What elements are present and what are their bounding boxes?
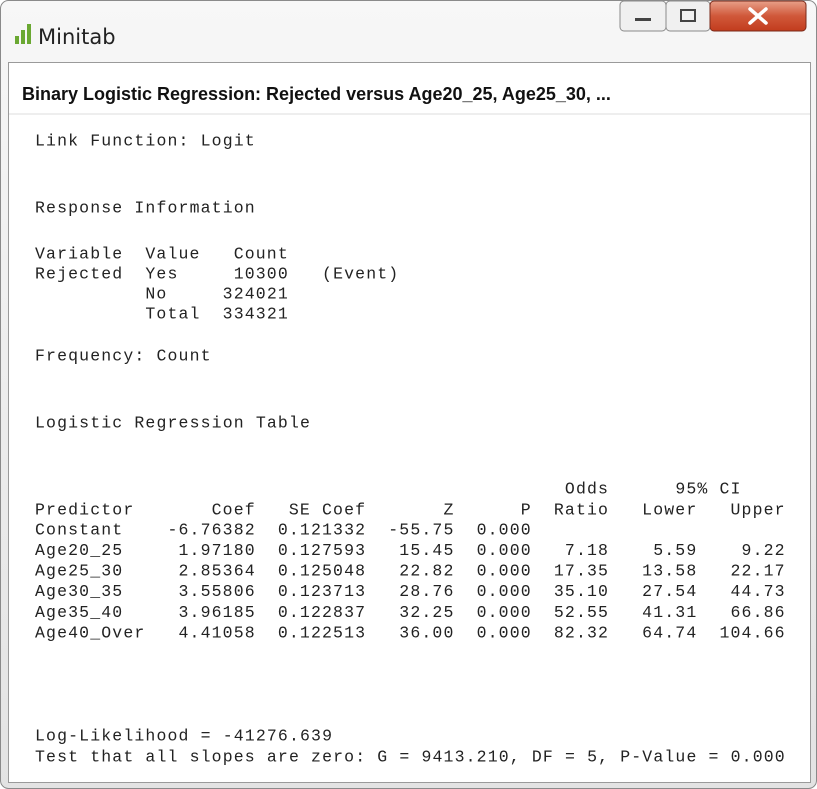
table-cell: 0.000 (477, 603, 532, 622)
table-cell: 3.96185 (179, 603, 256, 622)
table-cell: Age35_40 (35, 603, 123, 622)
table-cell: 0.000 (477, 520, 532, 539)
table-cell: 9.22 (742, 541, 786, 560)
frequency: Frequency: Count (35, 346, 212, 365)
column-header: Odds (565, 479, 609, 498)
table-cell: Age25_30 (35, 562, 123, 581)
table-cell: 0.121332 (278, 520, 366, 539)
table-cell: 64.74 (642, 623, 697, 642)
table-cell: 35.10 (554, 582, 609, 601)
table-cell: 44.73 (731, 582, 786, 601)
column-header: 95% CI (675, 479, 741, 498)
count-cell: 324021 (223, 284, 289, 303)
close-button[interactable] (709, 0, 807, 32)
session-pane (8, 62, 811, 783)
app-icon (15, 24, 31, 44)
section-title: Response Information (35, 198, 256, 217)
column-header: Coef (212, 500, 256, 519)
count-cell: 334321 (223, 304, 289, 323)
link-function: Link Function: Logit (35, 131, 256, 150)
column-header: Ratio (554, 500, 609, 519)
column-header: Predictor (35, 500, 134, 519)
table-cell: 17.35 (554, 562, 609, 581)
slope-test: Test that all slopes are zero: G = 9413.… (35, 747, 786, 766)
table-cell: 32.25 (399, 603, 454, 622)
log-likelihood: Log-Likelihood = -41276.639 (35, 726, 333, 745)
table-cell: 104.66 (719, 623, 785, 642)
column-header: SE Coef (289, 500, 366, 519)
section-title: Logistic Regression Table (35, 413, 311, 432)
table-cell: 0.122837 (278, 603, 366, 622)
column-header: Z (443, 500, 454, 519)
table-cell: 4.41058 (179, 623, 256, 642)
table-cell: 82.32 (554, 623, 609, 642)
column-header: Upper (731, 500, 786, 519)
table-cell: 0.000 (477, 623, 532, 642)
table-cell: 15.45 (399, 541, 454, 560)
table-cell: 1.97180 (179, 541, 256, 560)
table-cell: 2.85364 (179, 562, 256, 581)
value-cell: Yes (145, 264, 178, 283)
column-header: Count (234, 244, 289, 263)
table-cell: 0.122513 (278, 623, 366, 642)
table-cell: 0.125048 (278, 562, 366, 581)
table-cell: 0.127593 (278, 541, 366, 560)
table-cell: 41.31 (642, 603, 697, 622)
table-cell: Age40_Over (35, 623, 145, 642)
table-cell: 27.54 (642, 582, 697, 601)
table-cell: 0.000 (477, 582, 532, 601)
value-cell: No (145, 284, 167, 303)
column-header: P (521, 500, 532, 519)
table-cell: Age30_35 (35, 582, 123, 601)
column-header: Lower (642, 500, 697, 519)
table-cell: Age20_25 (35, 541, 123, 560)
column-header: Variable (35, 244, 123, 263)
table-cell: 0.000 (477, 562, 532, 581)
table-cell: 36.00 (399, 623, 454, 642)
table-cell: 13.58 (642, 562, 697, 581)
window-title: Minitab (38, 25, 116, 49)
note-cell: (Event) (322, 264, 399, 283)
table-cell: 0.123713 (278, 582, 366, 601)
table-cell: Constant (35, 520, 123, 539)
table-cell: 66.86 (731, 603, 786, 622)
count-cell: 10300 (234, 264, 289, 283)
variable-cell: Rejected (35, 264, 123, 283)
table-cell: 0.000 (477, 541, 532, 560)
table-cell: 22.17 (731, 562, 786, 581)
output-heading: Binary Logistic Regression: Rejected ver… (22, 84, 611, 104)
column-header: Value (145, 244, 200, 263)
maximize-button[interactable] (665, 0, 711, 32)
value-cell: Total (145, 304, 200, 323)
table-cell: 28.76 (399, 582, 454, 601)
table-cell: -6.76382 (167, 520, 255, 539)
minimize-button[interactable] (619, 0, 667, 32)
table-cell: 7.18 (565, 541, 609, 560)
table-cell: -55.75 (388, 520, 454, 539)
table-cell: 5.59 (653, 541, 697, 560)
table-cell: 52.55 (554, 603, 609, 622)
table-cell: 22.82 (399, 562, 454, 581)
table-cell: 3.55806 (179, 582, 256, 601)
